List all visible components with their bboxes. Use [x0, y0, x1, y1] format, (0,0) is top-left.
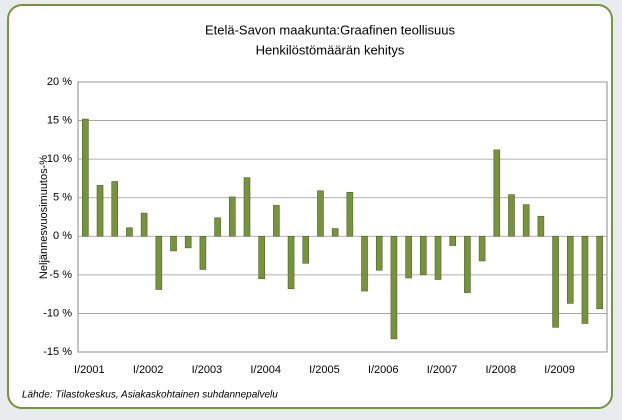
x-tick-label: I/2006 [368, 364, 399, 376]
bar [361, 235, 368, 292]
bar [346, 192, 354, 237]
y-axis-label: Neljännesvuosimuutos-% [38, 155, 50, 279]
x-tick-label: I/2001 [74, 364, 105, 376]
y-tick-label: -15 % [43, 346, 72, 358]
y-tick-label: -10 % [43, 307, 72, 319]
bar [82, 118, 89, 237]
bar [155, 235, 163, 290]
chart-title: Etelä-Savon maakunta:Graafinen teollisuu… [205, 22, 456, 37]
bar [434, 235, 442, 280]
chart-subtitle: Henkilöstömäärän kehitys [256, 42, 405, 57]
x-tick-label: I/2007 [427, 364, 458, 376]
bar [273, 205, 280, 237]
x-tick-label: I/2003 [192, 364, 223, 376]
bar [287, 235, 295, 290]
x-tick-label: I/2009 [544, 364, 575, 376]
bar [184, 235, 192, 249]
bar [170, 235, 177, 252]
bar [522, 204, 530, 237]
bar [478, 235, 486, 262]
bar [464, 235, 471, 293]
bar [111, 181, 119, 237]
bar [405, 235, 412, 279]
bar [140, 212, 148, 237]
bar [581, 235, 589, 324]
bar [228, 196, 236, 237]
bar [199, 235, 207, 270]
x-tick-label: I/2008 [485, 364, 516, 376]
x-tick-label: I/2005 [309, 364, 340, 376]
bar [537, 215, 545, 237]
bar [449, 235, 457, 246]
bar [258, 235, 265, 280]
bar [302, 235, 310, 264]
x-tick-label: I/2002 [133, 364, 164, 376]
bar [508, 194, 515, 237]
bar [214, 217, 221, 237]
bar [331, 228, 339, 237]
y-tick-label: 0 % [53, 230, 72, 242]
bar [420, 235, 427, 276]
source: Lähde: Tilastokeskus, Asiakaskohtainen s… [22, 390, 278, 401]
bar [390, 235, 398, 340]
y-tick-label: 20 % [47, 76, 72, 88]
y-tick-label: 5 % [53, 192, 72, 204]
y-tick-label: 15 % [47, 114, 72, 126]
bar [243, 177, 251, 237]
bar [96, 185, 104, 237]
bar [317, 190, 324, 237]
bar [552, 235, 559, 328]
panel [7, 4, 613, 409]
bar [566, 235, 574, 304]
bar [596, 235, 603, 310]
y-tick-label: -5 % [49, 269, 72, 281]
bar [493, 149, 501, 237]
y-tick-label: 10 % [47, 153, 72, 165]
bar [375, 235, 383, 271]
bar [126, 227, 133, 237]
x-tick-label: I/2004 [250, 364, 281, 376]
